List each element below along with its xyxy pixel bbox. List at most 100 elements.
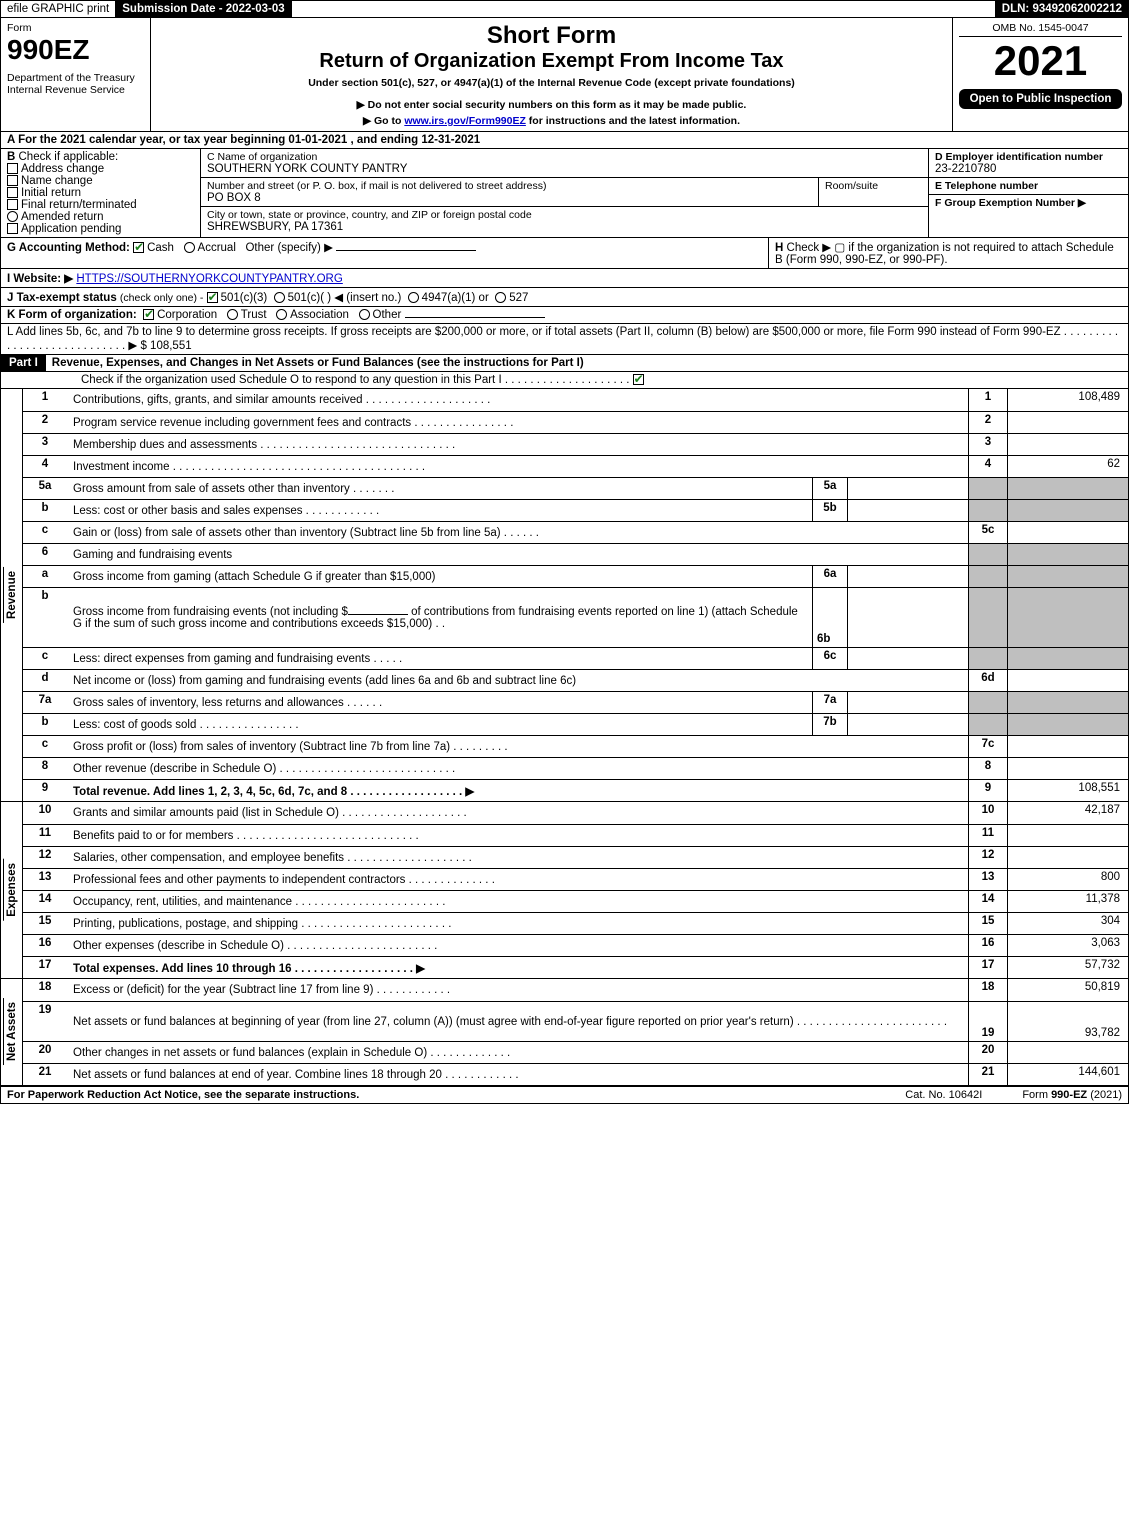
- line-17-num: 17: [23, 957, 67, 978]
- line-8-rnum: 8: [968, 758, 1008, 779]
- line-7c-rnum: 7c: [968, 736, 1008, 757]
- line-14-rval: 11,378: [1008, 891, 1128, 912]
- line-6c-rnum: [968, 648, 1008, 669]
- subtitle: Under section 501(c), 527, or 4947(a)(1)…: [157, 77, 946, 89]
- line-6d: dNet income or (loss) from gaming and fu…: [23, 669, 1128, 691]
- line-4-rval: 62: [1008, 456, 1128, 477]
- line-8-desc: Other revenue (describe in Schedule O) .…: [67, 758, 968, 779]
- line-6a-rnum: [968, 566, 1008, 587]
- line-8: 8Other revenue (describe in Schedule O) …: [23, 757, 1128, 779]
- line-6b-desc: Gross income from fundraising events (no…: [67, 588, 812, 647]
- j-o3: 4947(a)(1) or: [422, 292, 489, 304]
- line-6c-desc: Less: direct expenses from gaming and fu…: [67, 648, 812, 669]
- street-value: PO BOX 8: [207, 192, 812, 204]
- netassets-block: Net Assets 18Excess or (deficit) for the…: [1, 978, 1128, 1085]
- checkbox-address-change[interactable]: [7, 163, 18, 174]
- line-5b: bLess: cost or other basis and sales exp…: [23, 499, 1128, 521]
- line-6-num: 6: [23, 544, 67, 565]
- line-7b-rnum: [968, 714, 1008, 735]
- checkbox-application-pending[interactable]: [7, 223, 18, 234]
- line-a: A For the 2021 calendar year, or tax yea…: [1, 131, 1128, 148]
- radio-other[interactable]: [359, 309, 370, 320]
- k-label: K Form of organization:: [7, 309, 137, 321]
- radio-association[interactable]: [276, 309, 287, 320]
- line-12: 12Salaries, other compensation, and empl…: [23, 846, 1128, 868]
- e-label: E Telephone number: [935, 180, 1122, 192]
- h-text: Check ▶ ▢ if the organization is not req…: [775, 242, 1114, 266]
- line-11-rnum: 11: [968, 825, 1008, 846]
- line-8-num: 8: [23, 758, 67, 779]
- line-5a-midval: [848, 478, 968, 499]
- box-def: D Employer identification number 23-2210…: [928, 149, 1128, 237]
- line-15-num: 15: [23, 913, 67, 934]
- top-bar: efile GRAPHIC print Submission Date - 20…: [0, 0, 1129, 18]
- line-11-rval: [1008, 825, 1128, 846]
- expenses-block: Expenses 10Grants and similar amounts pa…: [1, 801, 1128, 978]
- radio-amended-return[interactable]: [7, 211, 18, 222]
- part-i-title: Revenue, Expenses, and Changes in Net As…: [46, 355, 1128, 371]
- line-4-rnum: 4: [968, 456, 1008, 477]
- radio-accrual[interactable]: [184, 242, 195, 253]
- line-20-rval: [1008, 1042, 1128, 1063]
- line-20-desc: Other changes in net assets or fund bala…: [67, 1042, 968, 1063]
- line-5a-num: 5a: [23, 478, 67, 499]
- line-6b-amount-input[interactable]: [348, 614, 408, 615]
- g-cash: Cash: [147, 242, 174, 254]
- line-14-rnum: 14: [968, 891, 1008, 912]
- b-label: Check if applicable:: [19, 151, 119, 163]
- radio-527[interactable]: [495, 292, 506, 303]
- submission-date: Submission Date - 2022-03-03: [116, 1, 291, 17]
- line-17: 17Total expenses. Add lines 10 through 1…: [23, 956, 1128, 978]
- goto-link[interactable]: www.irs.gov/Form990EZ: [404, 115, 526, 127]
- line-7a-midnum: 7a: [812, 692, 848, 713]
- line-11-desc: Benefits paid to or for members . . . . …: [67, 825, 968, 846]
- line-9-desc: Total revenue. Add lines 1, 2, 3, 4, 5c,…: [67, 780, 968, 801]
- k-o3: Association: [290, 309, 349, 321]
- line-3-rval: [1008, 434, 1128, 455]
- line-19-rnum: 19: [968, 1002, 1008, 1041]
- line-10-num: 10: [23, 802, 67, 824]
- checkbox-schedule-o[interactable]: [633, 374, 644, 385]
- line-19-num: 19: [23, 1002, 67, 1041]
- checkbox-name-change[interactable]: [7, 175, 18, 186]
- radio-4947[interactable]: [408, 292, 419, 303]
- radio-501c[interactable]: [274, 292, 285, 303]
- website-link[interactable]: HTTPS://SOUTHERNYORKCOUNTYPANTRY.ORG: [76, 273, 342, 285]
- line-6d-desc: Net income or (loss) from gaming and fun…: [67, 670, 968, 691]
- line-6c-midnum: 6c: [812, 648, 848, 669]
- line-13: 13Professional fees and other payments t…: [23, 868, 1128, 890]
- line-5c-rnum: 5c: [968, 522, 1008, 543]
- checkbox-corporation[interactable]: [143, 309, 154, 320]
- line-6-rval: [1008, 544, 1128, 565]
- checkbox-cash[interactable]: [133, 242, 144, 253]
- checkbox-final-return[interactable]: [7, 199, 18, 210]
- line-7b-midval: [848, 714, 968, 735]
- line-6a-num: a: [23, 566, 67, 587]
- return-title: Return of Organization Exempt From Incom…: [157, 50, 946, 73]
- line-5b-num: b: [23, 500, 67, 521]
- tax-year: 2021: [959, 37, 1122, 85]
- line-19: 19Net assets or fund balances at beginni…: [23, 1001, 1128, 1041]
- part-i-check-text: Check if the organization used Schedule …: [81, 374, 633, 386]
- footer-mid: Cat. No. 10642I: [905, 1089, 982, 1101]
- line-12-num: 12: [23, 847, 67, 868]
- radio-trust[interactable]: [227, 309, 238, 320]
- checkbox-501c3[interactable]: [207, 292, 218, 303]
- page-footer: For Paperwork Reduction Act Notice, see …: [0, 1086, 1129, 1104]
- checkbox-initial-return[interactable]: [7, 187, 18, 198]
- line-20-rnum: 20: [968, 1042, 1008, 1063]
- part-i-check-line: Check if the organization used Schedule …: [1, 371, 1128, 388]
- line-4-desc: Investment income . . . . . . . . . . . …: [67, 456, 968, 477]
- line-6-rnum: [968, 544, 1008, 565]
- line-15-rval: 304: [1008, 913, 1128, 934]
- d-value: 23-2210780: [935, 163, 1122, 175]
- k-o1: Corporation: [157, 309, 217, 321]
- org-name: SOUTHERN YORK COUNTY PANTRY: [207, 163, 922, 175]
- g-other-input[interactable]: [336, 250, 476, 251]
- efile-print-button[interactable]: efile GRAPHIC print: [1, 1, 116, 17]
- line-7c-num: c: [23, 736, 67, 757]
- line-6-desc: Gaming and fundraising events: [67, 544, 968, 565]
- line-7a: 7aGross sales of inventory, less returns…: [23, 691, 1128, 713]
- line-7a-desc: Gross sales of inventory, less returns a…: [67, 692, 812, 713]
- k-other-input[interactable]: [405, 317, 545, 318]
